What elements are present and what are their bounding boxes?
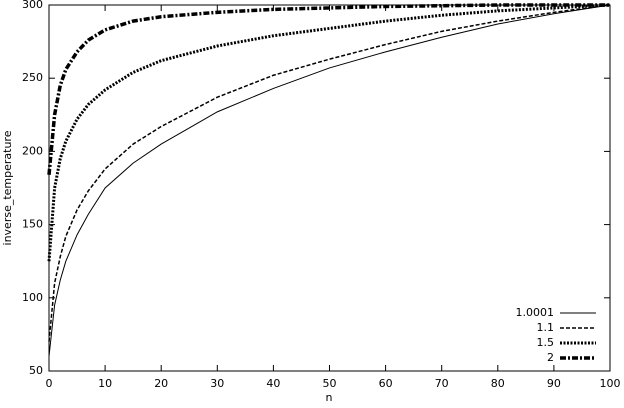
- y-tick-label: 300: [22, 0, 43, 11]
- x-tick-label: 60: [379, 377, 393, 390]
- x-tick-label: 0: [46, 377, 53, 390]
- x-tick-label: 70: [435, 377, 449, 390]
- y-tick-label: 50: [29, 364, 43, 377]
- series-line: [48, 4, 611, 342]
- series-line: [47, 3, 610, 175]
- x-tick-label: 50: [323, 377, 337, 390]
- legend-label: 1.0001: [516, 306, 555, 319]
- y-tick-label: 150: [22, 218, 43, 231]
- y-tick-label: 200: [22, 144, 43, 157]
- x-tick-label: 10: [98, 377, 112, 390]
- series-line: [47, 3, 611, 262]
- x-tick-label: 40: [266, 377, 280, 390]
- y-tick-label: 100: [22, 291, 43, 304]
- x-tick-label: 100: [600, 377, 621, 390]
- x-tick-label: 90: [547, 377, 561, 390]
- legend-label: 1.5: [537, 336, 555, 349]
- series-line: [48, 4, 611, 357]
- y-tick-label: 250: [22, 71, 43, 84]
- legend-label: 2: [547, 351, 554, 364]
- x-tick-label: 80: [491, 377, 505, 390]
- legend-label: 1.1: [537, 321, 555, 334]
- x-tick-label: 20: [154, 377, 168, 390]
- x-axis-label: n: [326, 391, 333, 404]
- x-tick-label: 30: [210, 377, 224, 390]
- y-axis-label: inverse_temperature: [1, 130, 14, 245]
